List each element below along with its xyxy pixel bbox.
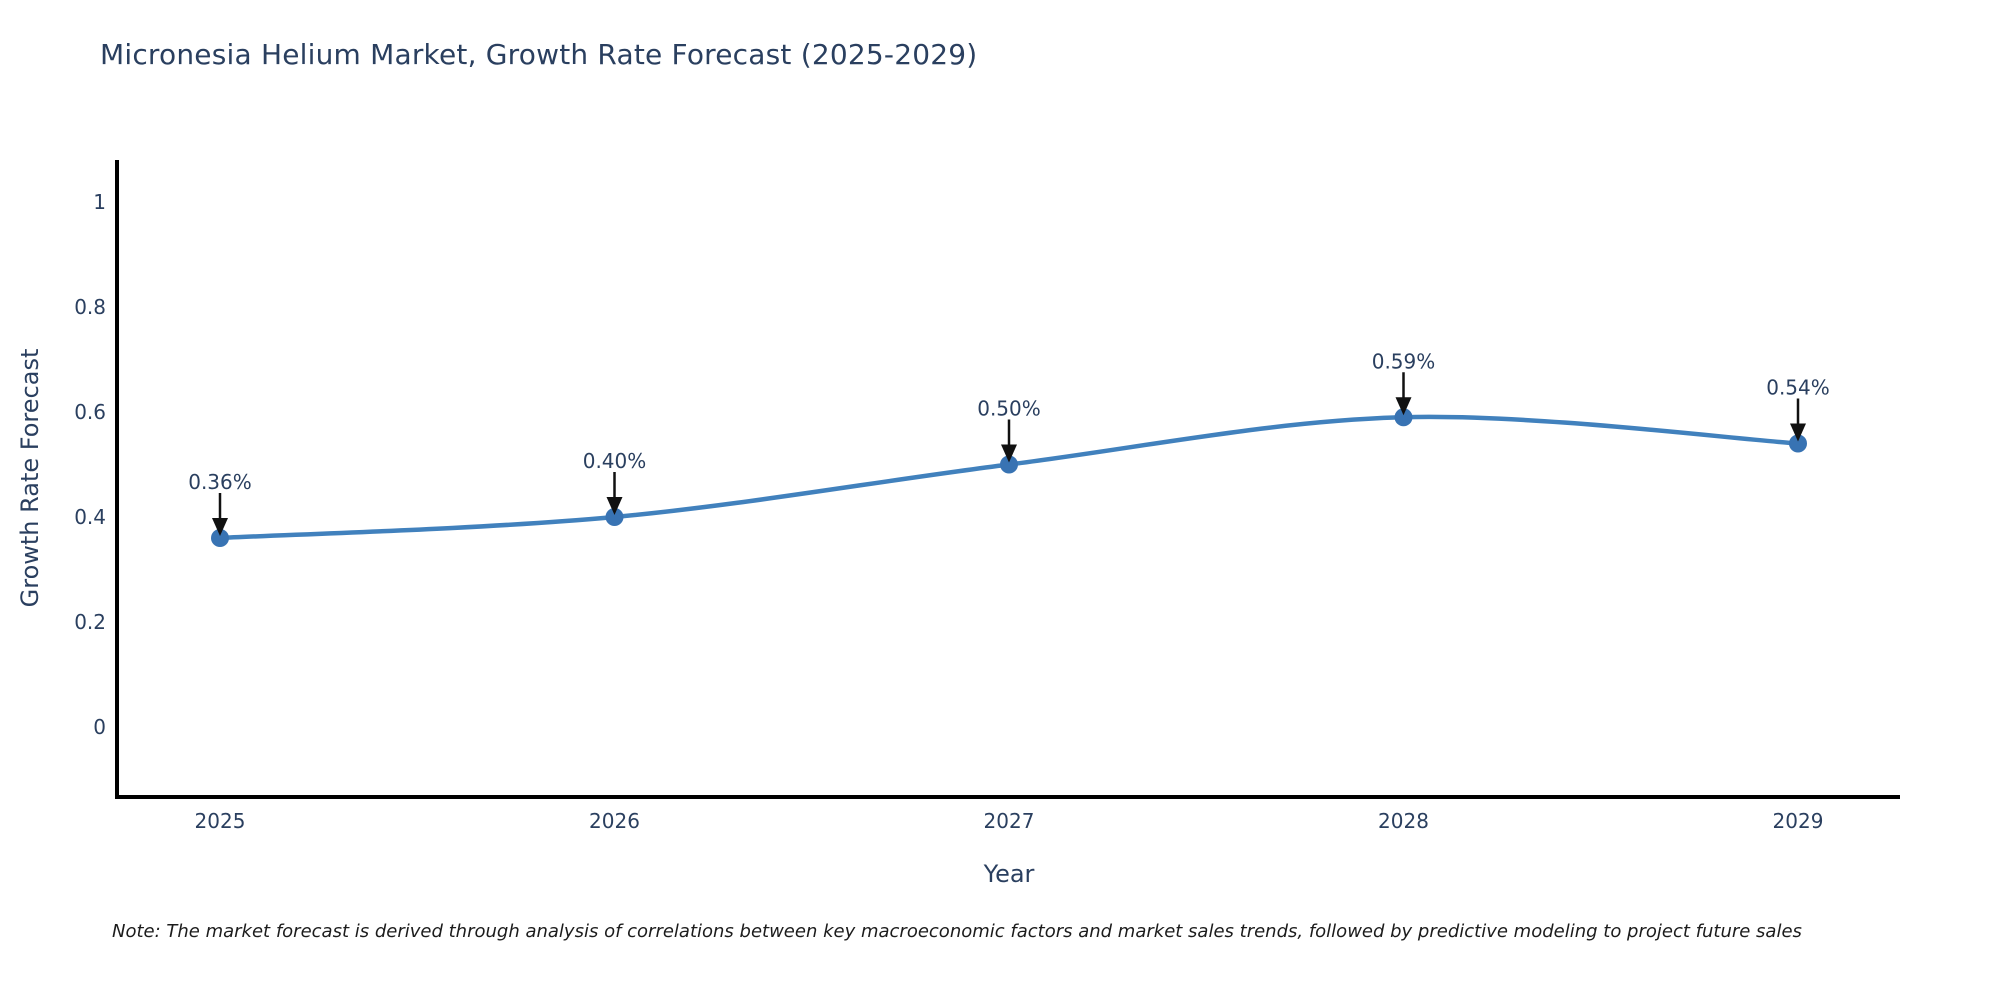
point-annotation-label: 0.36% (188, 470, 252, 494)
footnote: Note: The market forecast is derived thr… (112, 921, 1802, 942)
annotation-arrowhead (606, 497, 623, 515)
chart-title: Micronesia Helium Market, Growth Rate Fo… (100, 38, 978, 71)
annotation-arrowhead (1790, 423, 1806, 442)
annotation-arrowhead (212, 518, 228, 536)
data-point-marker (1000, 455, 1018, 474)
y-axis-title: Growth Rate Forecast (16, 348, 44, 608)
data-point-marker (1789, 434, 1807, 453)
x-tick-label: 2028 (1378, 809, 1429, 833)
y-tick-label: 0.2 (74, 610, 106, 634)
y-tick-label: 0.6 (74, 400, 106, 424)
data-point-marker (605, 508, 624, 526)
point-annotation-label: 0.40% (583, 449, 647, 473)
data-point-marker (211, 529, 229, 547)
x-tick-label: 2026 (589, 809, 640, 833)
y-tick-label: 1 (93, 190, 106, 214)
x-axis-title: Year (983, 860, 1035, 888)
point-annotation-label: 0.50% (977, 397, 1041, 421)
annotation-arrowhead (1395, 397, 1412, 416)
x-tick-label: 2025 (194, 809, 246, 833)
y-tick-label: 0 (93, 715, 106, 739)
point-annotation-label: 0.59% (1372, 349, 1436, 373)
x-tick-label: 2027 (983, 809, 1035, 833)
x-tick-label: 2029 (1772, 809, 1824, 833)
y-tick-label: 0.8 (74, 295, 106, 319)
annotation-arrowhead (1001, 444, 1017, 463)
y-tick-label: 0.4 (74, 505, 106, 529)
data-point-marker (1394, 408, 1413, 427)
point-annotation-label: 0.54% (1766, 376, 1830, 400)
